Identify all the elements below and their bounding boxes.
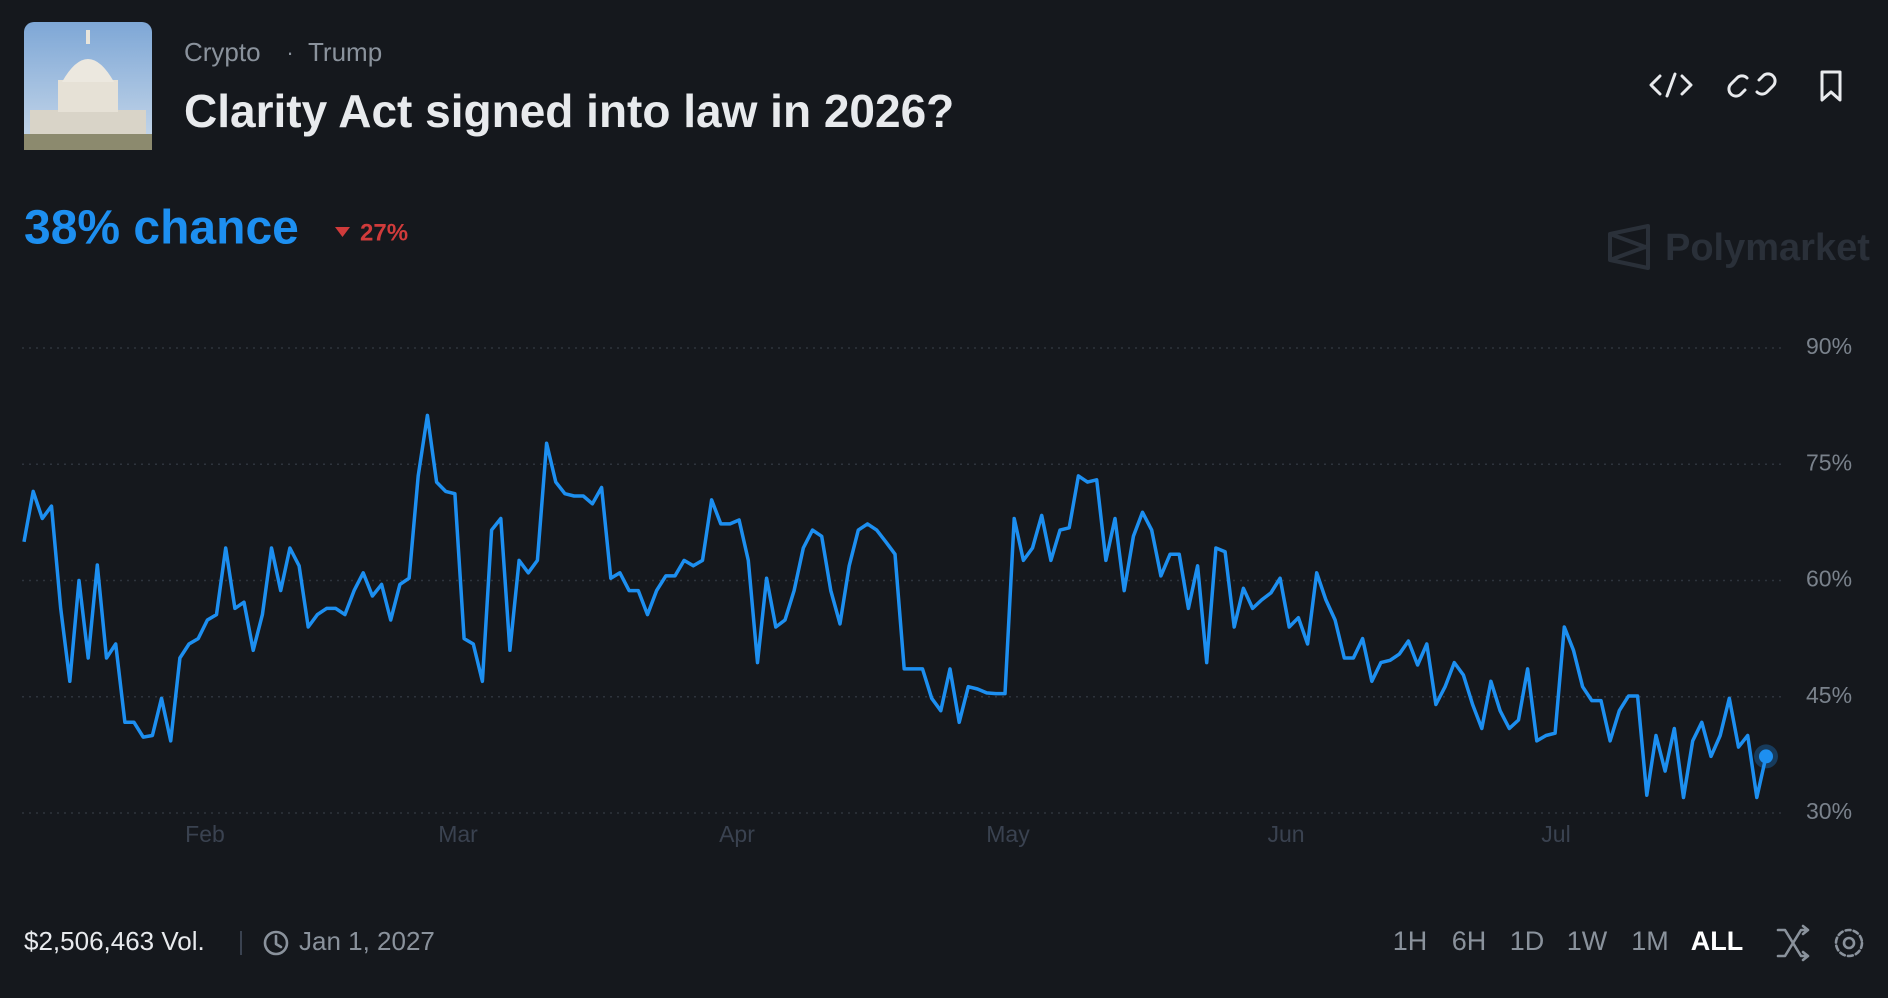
x-tick-label: Jun: [1267, 821, 1304, 847]
end-date: Jan 1, 2027: [299, 926, 435, 956]
compare-button[interactable]: [1776, 924, 1810, 962]
x-tick-label: Feb: [185, 821, 225, 847]
y-tick-label: 75%: [1806, 449, 1852, 475]
market-thumbnail: [24, 22, 152, 150]
down-arrow: [335, 227, 350, 237]
chance-label: 38% chance: [24, 202, 299, 255]
x-tick-label: Apr: [719, 821, 755, 847]
price-chart: 30% 45% 60% 75% 90% Feb Mar Apr May Jun Jul: [22, 333, 1852, 847]
y-tick-label: 30%: [1806, 798, 1852, 824]
separator: ·: [286, 40, 293, 65]
range-selector: 1H 6H 1D 1W 1M ALL: [1393, 926, 1744, 956]
range-button[interactable]: 1M: [1631, 926, 1669, 956]
copy-link-button[interactable]: [1727, 72, 1777, 98]
category-tag[interactable]: Trump: [308, 37, 382, 67]
range-button[interactable]: 1D: [1510, 926, 1545, 956]
x-tick-label: Jul: [1541, 821, 1570, 847]
category-tag[interactable]: Crypto: [184, 37, 261, 67]
embed-button[interactable]: [1649, 72, 1693, 98]
x-tick-label: Mar: [438, 821, 478, 847]
range-button[interactable]: 6H: [1452, 926, 1487, 956]
current-point: [1759, 749, 1773, 764]
price-line: [22, 413, 1768, 800]
volume: $2,506,463 Vol.: [24, 926, 205, 956]
market-title: Clarity Act signed into law in 2026?: [184, 85, 954, 137]
watermark-logo: [1608, 224, 1650, 270]
settings-button[interactable]: [1834, 928, 1864, 958]
range-button[interactable]: ALL: [1691, 926, 1743, 956]
bookmark-button[interactable]: [1820, 70, 1842, 102]
watermark: Polymarket: [1665, 227, 1870, 269]
y-tick-label: 60%: [1806, 566, 1852, 592]
change-label: 27%: [360, 219, 408, 246]
range-button[interactable]: 1W: [1567, 926, 1608, 956]
x-tick-label: May: [986, 821, 1030, 847]
range-button[interactable]: 1H: [1393, 926, 1428, 956]
y-tick-label: 45%: [1806, 682, 1852, 708]
y-tick-label: 90%: [1806, 333, 1852, 359]
clock-icon: [263, 930, 289, 956]
